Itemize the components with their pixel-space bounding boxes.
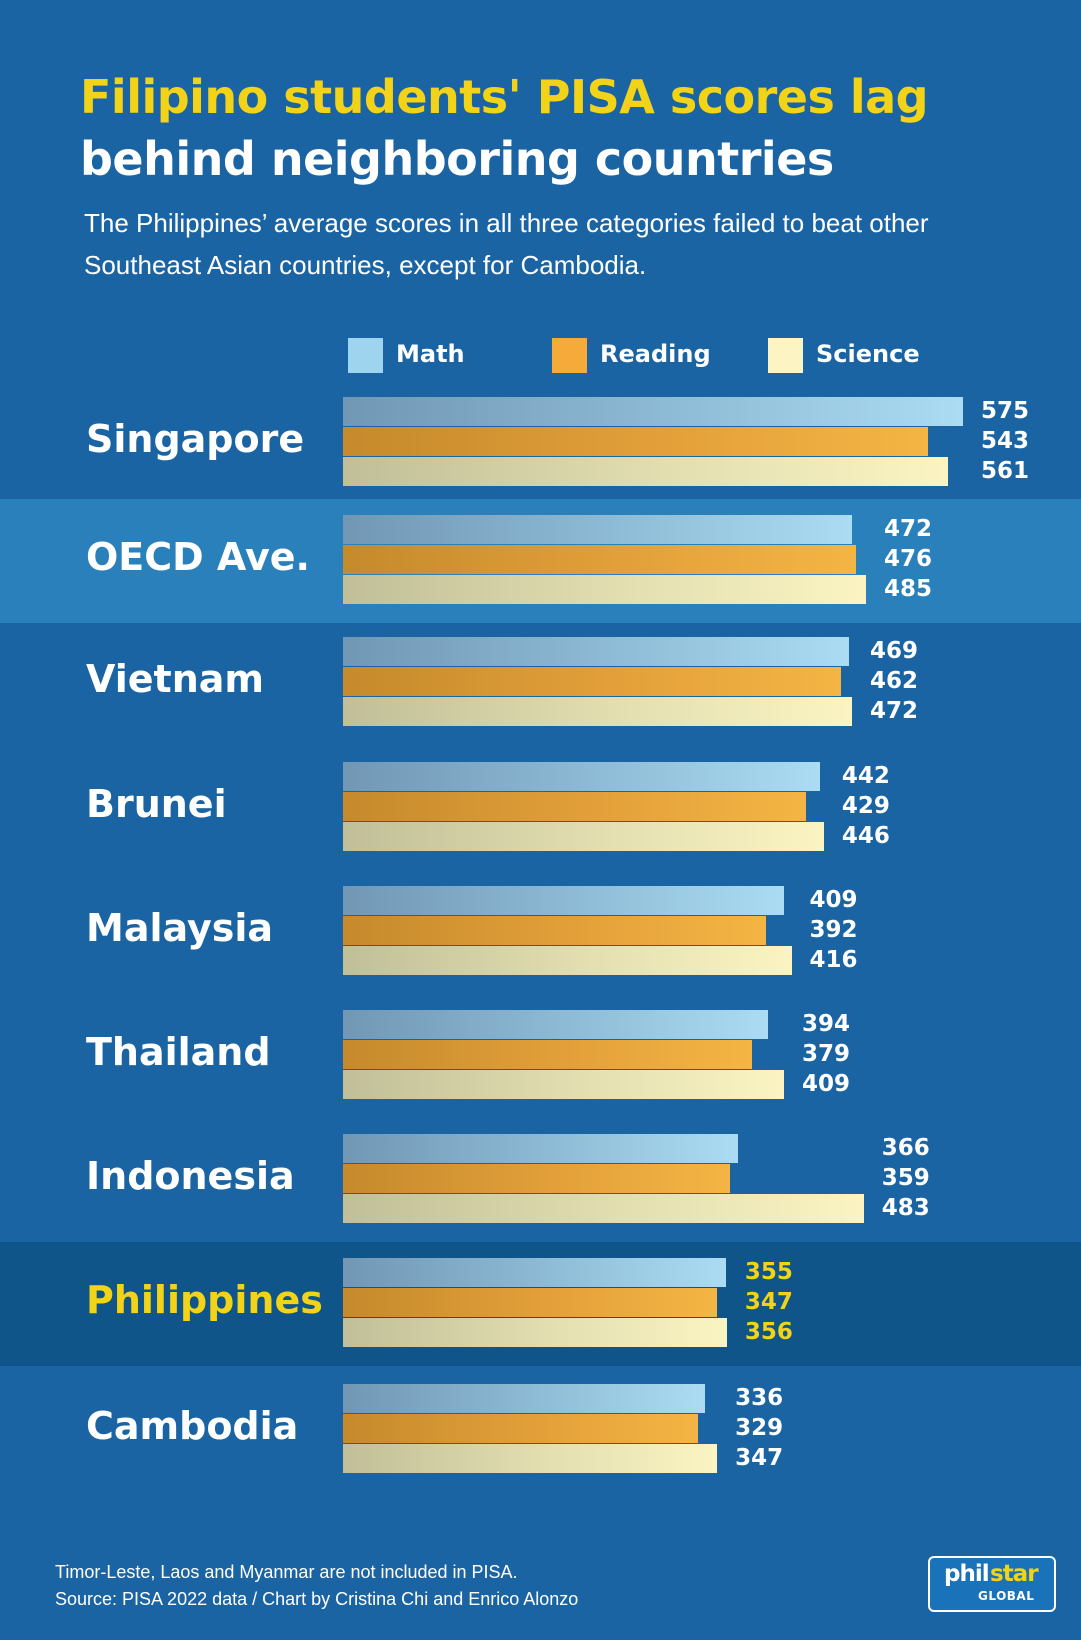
country-label: Thailand bbox=[86, 1030, 271, 1074]
bar-science bbox=[343, 1318, 727, 1347]
value-label-reading: 329 bbox=[735, 1415, 784, 1441]
value-label-reading: 543 bbox=[981, 428, 1030, 454]
title-line-2: behind neighboring countries bbox=[80, 132, 834, 186]
value-label-science: 446 bbox=[841, 823, 890, 849]
country-row: Brunei 442 429 446 bbox=[0, 746, 1081, 870]
value-label-math: 355 bbox=[744, 1259, 793, 1285]
bar-math bbox=[343, 1010, 768, 1039]
value-label-math: 472 bbox=[883, 516, 932, 542]
bar-reading bbox=[343, 916, 766, 945]
bar-reading bbox=[343, 792, 806, 821]
value-label-reading: 462 bbox=[869, 668, 918, 694]
value-label-math: 336 bbox=[735, 1385, 784, 1411]
country-row: OECD Ave. 472 476 485 bbox=[0, 499, 1081, 623]
value-label-science: 485 bbox=[883, 576, 932, 602]
bar-science bbox=[343, 822, 824, 851]
value-label-math: 575 bbox=[981, 398, 1030, 424]
bar-reading bbox=[343, 1164, 731, 1193]
bar-science bbox=[343, 1070, 784, 1099]
value-label-science: 483 bbox=[881, 1195, 930, 1221]
bar-math bbox=[343, 1258, 726, 1287]
country-label: Cambodia bbox=[86, 1404, 299, 1448]
bar-science bbox=[343, 946, 792, 975]
value-label-science: 416 bbox=[809, 947, 858, 973]
bar-math bbox=[343, 515, 852, 544]
bar-math bbox=[343, 637, 849, 666]
footnote-source: Source: PISA 2022 data / Chart by Cristi… bbox=[55, 1589, 579, 1609]
bar-math bbox=[343, 397, 963, 426]
value-label-reading: 379 bbox=[802, 1041, 851, 1067]
subtitle-line-2: Southeast Asian countries, except for Ca… bbox=[84, 250, 647, 280]
bar-reading bbox=[343, 1414, 698, 1443]
value-label-math: 469 bbox=[869, 638, 918, 664]
bar-science bbox=[343, 457, 948, 486]
value-label-reading: 392 bbox=[809, 917, 858, 943]
bar-reading bbox=[343, 1040, 752, 1069]
country-label: Indonesia bbox=[86, 1154, 295, 1198]
country-label: Malaysia bbox=[86, 906, 274, 950]
logo-word-star: star bbox=[990, 1561, 1039, 1587]
logo-sub-global: GLOBAL bbox=[978, 1589, 1035, 1603]
country-label: Philippines bbox=[86, 1278, 323, 1322]
subtitle-line-1: The Philippines’ average scores in all t… bbox=[84, 208, 929, 238]
bar-reading bbox=[343, 667, 842, 696]
legend-swatch bbox=[552, 338, 587, 373]
value-label-science: 356 bbox=[744, 1319, 793, 1345]
value-label-science: 347 bbox=[735, 1445, 784, 1471]
legend-swatch bbox=[768, 338, 803, 373]
logo-word-phil: phil bbox=[944, 1561, 990, 1587]
legend-label: Science bbox=[816, 340, 920, 368]
country-row: Indonesia 366 359 483 bbox=[0, 1118, 1081, 1242]
bar-math bbox=[343, 1384, 706, 1413]
value-label-math: 366 bbox=[881, 1135, 930, 1161]
country-row: Malaysia 409 392 416 bbox=[0, 870, 1081, 994]
bar-math bbox=[343, 1134, 738, 1163]
country-row: Singapore 575 543 561 bbox=[0, 381, 1081, 505]
legend-label: Reading bbox=[600, 340, 711, 368]
value-label-math: 394 bbox=[802, 1011, 851, 1037]
country-row: Vietnam 469 462 472 bbox=[0, 621, 1081, 745]
country-label: Singapore bbox=[86, 417, 305, 461]
value-label-math: 409 bbox=[809, 887, 858, 913]
value-label-science: 561 bbox=[981, 458, 1030, 484]
value-label-science: 472 bbox=[869, 698, 918, 724]
country-row: Philippines 355 347 356 bbox=[0, 1242, 1081, 1366]
country-row: Thailand 394 379 409 bbox=[0, 994, 1081, 1118]
country-row: Cambodia 336 329 347 bbox=[0, 1368, 1081, 1492]
value-label-reading: 476 bbox=[883, 546, 932, 572]
value-label-reading: 347 bbox=[744, 1289, 793, 1315]
bar-science bbox=[343, 1194, 864, 1223]
bar-science bbox=[343, 697, 852, 726]
value-label-science: 409 bbox=[802, 1071, 851, 1097]
footnote-exclusion: Timor-Leste, Laos and Myanmar are not in… bbox=[55, 1562, 518, 1582]
value-label-reading: 429 bbox=[841, 793, 890, 819]
legend-swatch bbox=[348, 338, 383, 373]
bar-math bbox=[343, 762, 820, 791]
country-label: Vietnam bbox=[86, 657, 264, 701]
philstar-logo: phil star GLOBAL bbox=[928, 1556, 1056, 1612]
country-label: OECD Ave. bbox=[86, 535, 310, 579]
bar-reading bbox=[343, 545, 857, 574]
bar-reading bbox=[343, 1288, 718, 1317]
value-label-reading: 359 bbox=[881, 1165, 930, 1191]
value-label-math: 442 bbox=[841, 763, 890, 789]
title-line-1: Filipino students' PISA scores lag bbox=[80, 70, 929, 124]
legend-label: Math bbox=[396, 340, 465, 368]
bar-science bbox=[343, 575, 866, 604]
bar-science bbox=[343, 1444, 718, 1473]
bar-math bbox=[343, 886, 784, 915]
country-label: Brunei bbox=[86, 782, 227, 826]
bar-reading bbox=[343, 427, 929, 456]
